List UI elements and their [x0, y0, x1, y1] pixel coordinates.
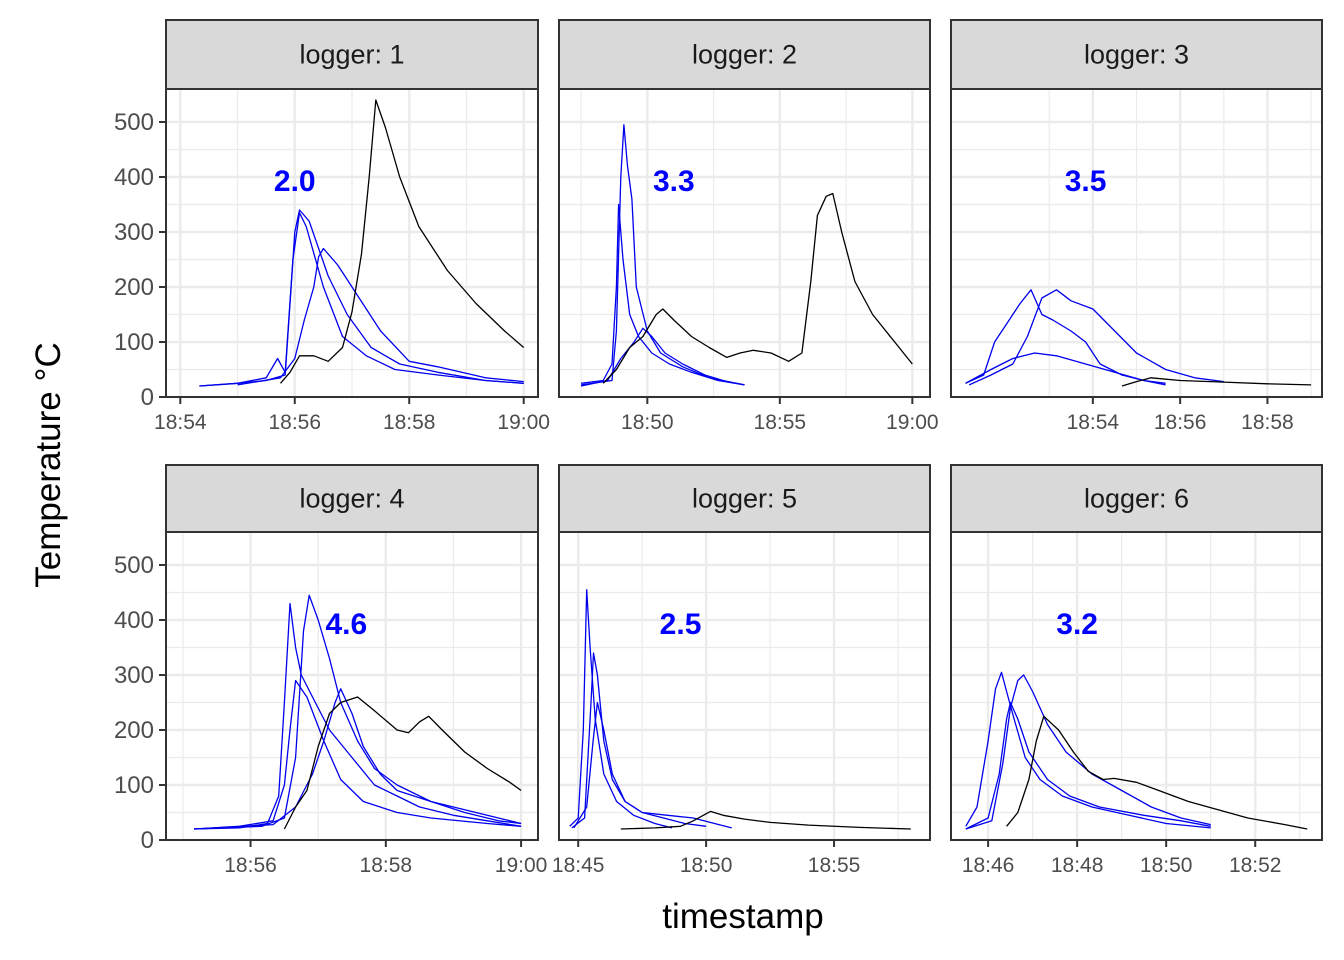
- x-tick-label: 18:58: [360, 854, 413, 877]
- y-tick-label: 400: [114, 607, 154, 634]
- facet-panel-3: logger: 3 3.5 18:54 18:56 18:58: [950, 19, 1323, 434]
- strip-background: [165, 464, 539, 533]
- strip-label: logger: 6: [1084, 484, 1189, 514]
- panel-border: [165, 531, 539, 841]
- y-tick-label: 400: [114, 164, 154, 191]
- series-line-blue-2: [194, 679, 522, 830]
- annotation-label: 3.3: [653, 165, 695, 198]
- strip-label: logger: 4: [299, 484, 404, 514]
- series-line-blue-1: [199, 212, 524, 387]
- y-tick-label: 100: [114, 772, 154, 799]
- x-tick-label: 19:00: [497, 411, 550, 434]
- series-line-blue-3: [194, 594, 522, 830]
- series-line-blue-4: [194, 688, 522, 830]
- facet-panel-1: logger: 1 2.0 0 100 200 300 400 500 18:54 18:56 18…: [114, 19, 550, 434]
- y-tick-label: 300: [114, 219, 154, 246]
- facet-panel-2: logger: 2 3.3 18:50 18:55 19:00: [558, 19, 939, 434]
- strip-label: logger: 1: [299, 40, 404, 70]
- series-line-blue-1: [581, 203, 745, 386]
- facet-panel-4: logger: 4 4.6 0 100 200 300 400 500 18:56 18:58 19…: [114, 464, 548, 877]
- x-tick-label: 18:54: [1067, 411, 1120, 434]
- strip-label: logger: 3: [1084, 40, 1189, 70]
- x-tick-label: 18:56: [1154, 411, 1207, 434]
- strip-background: [165, 19, 539, 90]
- panel-border: [558, 531, 931, 841]
- panel-background: [559, 89, 930, 397]
- series-line-black-4: [620, 810, 911, 830]
- x-tick-label: 18:58: [383, 411, 436, 434]
- series-line-blue-1: [965, 671, 1211, 829]
- x-tick-label: 18:46: [962, 854, 1015, 877]
- x-tick-label: 18:54: [154, 411, 207, 434]
- x-tick-label: 18:52: [1229, 854, 1282, 877]
- x-tick-label: 19:00: [886, 411, 939, 434]
- panel-border: [558, 88, 931, 398]
- x-tick-label: 18:56: [224, 854, 277, 877]
- series-line-blue-2: [571, 652, 707, 829]
- y-tick-label: 500: [114, 552, 154, 579]
- annotation-label: 2.5: [660, 608, 702, 641]
- series-line-blue-1: [194, 602, 522, 830]
- x-tick-label: 18:55: [754, 411, 807, 434]
- series-line-blue-2: [965, 352, 1166, 386]
- x-tick-label: 18:50: [680, 854, 733, 877]
- x-tick-label: 18:58: [1241, 411, 1294, 434]
- annotation-label: 4.6: [326, 608, 368, 641]
- y-tick-label: 100: [114, 329, 154, 356]
- x-tick-label: 18:45: [552, 854, 605, 877]
- y-tick-label: 0: [141, 384, 154, 411]
- x-tick-label: 19:00: [495, 854, 548, 877]
- facet-panel-6: logger: 6 3.2 18:46 18:48 18:50 18:52: [950, 464, 1323, 877]
- series-line-black-4: [602, 192, 913, 384]
- annotation-label: 2.0: [274, 165, 316, 198]
- facet-panel-5: logger: 5 2.5 18:45 18:50 18:55: [552, 464, 931, 877]
- series-line-blue-3: [968, 289, 1224, 386]
- y-tick-label: 0: [141, 827, 154, 854]
- x-tick-label: 18:48: [1051, 854, 1104, 877]
- series-line-blue-2: [965, 701, 1211, 830]
- series-line-black-4: [1121, 377, 1312, 387]
- panel-border: [165, 88, 539, 398]
- strip-background: [950, 19, 1323, 90]
- series-line-blue-3: [580, 327, 745, 387]
- strip-label: logger: 2: [692, 40, 797, 70]
- strip-label: logger: 5: [692, 484, 797, 514]
- y-tick-label: 200: [114, 717, 154, 744]
- series-line-black-5: [283, 696, 522, 830]
- x-axis-title: timestamp: [662, 897, 823, 936]
- series-line-black-4: [1006, 715, 1308, 830]
- y-tick-label: 300: [114, 662, 154, 689]
- panel-background: [951, 532, 1322, 840]
- series-line-blue-3: [965, 674, 1211, 830]
- y-axis-title: Temperature °C: [29, 342, 68, 587]
- series-line-blue-3: [237, 247, 524, 386]
- panel-border: [950, 88, 1323, 398]
- y-tick-label: 200: [114, 274, 154, 301]
- x-tick-label: 18:50: [1140, 854, 1193, 877]
- facet-panels: logger: 1 2.0 0 100 200 300 400 500 18:54 18:56 18…: [114, 19, 1323, 877]
- series-line-black-4: [280, 99, 525, 384]
- annotation-label: 3.5: [1065, 165, 1107, 198]
- panel-background: [559, 532, 930, 840]
- x-tick-label: 18:55: [808, 854, 861, 877]
- x-tick-label: 18:56: [268, 411, 321, 434]
- annotation-label: 3.2: [1056, 608, 1098, 641]
- x-tick-label: 18:50: [621, 411, 674, 434]
- panel-background: [166, 532, 538, 840]
- series-line-blue-2: [581, 124, 745, 386]
- y-tick-label: 500: [114, 109, 154, 136]
- panel-border: [950, 531, 1323, 841]
